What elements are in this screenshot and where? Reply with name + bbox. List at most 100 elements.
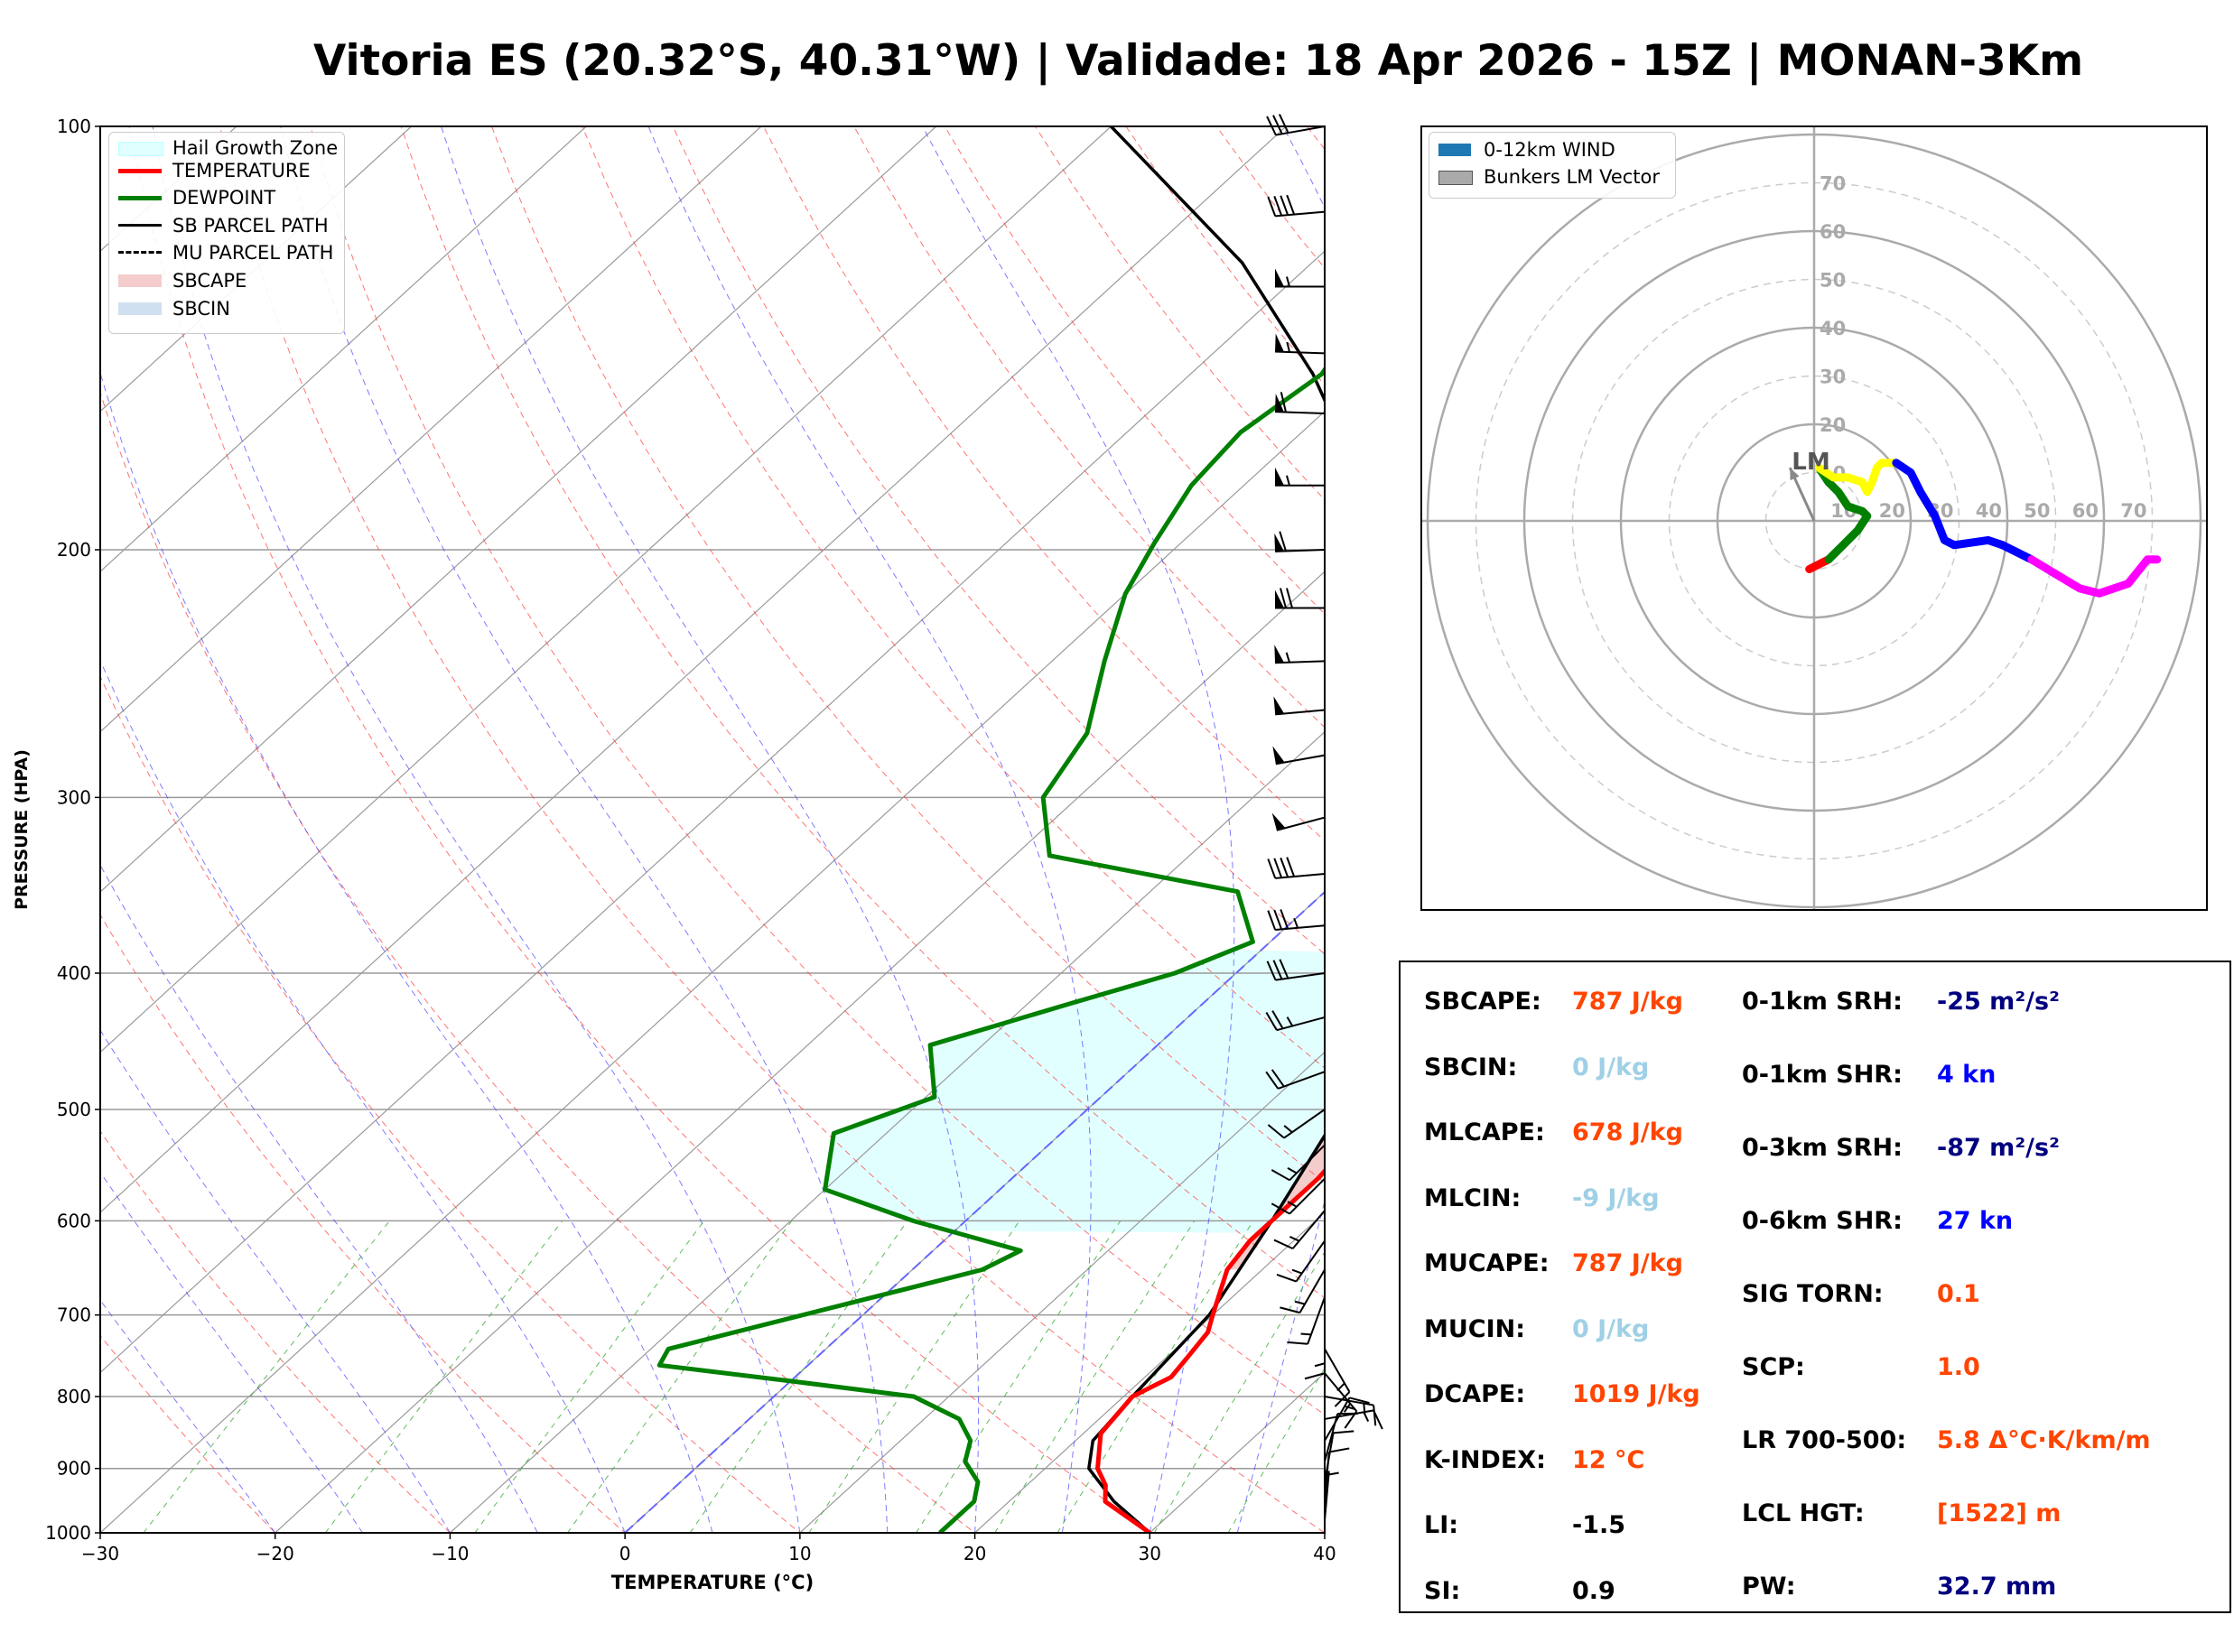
wind-barb-staff [1324,1397,1351,1442]
wind-barb-half [1291,1268,1303,1275]
wind-barb-staff [1324,1348,1351,1393]
moist-adiabat [100,864,538,1533]
wind-barb-half [1363,1411,1370,1423]
wind-barb-full [1279,531,1287,552]
wind-barb [1304,1323,1326,1380]
moist-adiabat [100,1029,451,1533]
legend-hail: Hail Growth Zone [172,137,339,159]
wind-barb-full [1278,114,1289,134]
dry-adiabat [763,126,1325,841]
y-tick-label: 100 [57,116,91,137]
wind-barb-full [1273,858,1283,878]
wind-barb-half [1294,1300,1306,1305]
dry-adiabat [400,126,1325,1299]
wind-barb-half [1289,1236,1300,1242]
wind-barb-staff [1275,972,1326,981]
x-tick-label: 20 [963,1543,986,1564]
wind-barb-staff [1275,210,1326,218]
hodograph-legend: 0-12km WIND Bunkers LM Vector [1429,132,1676,199]
legend-lm: Bunkers LM Vector [1484,166,1661,188]
legend-temperature: TEMPERATURE [172,160,311,181]
dewpoint-line [656,366,1325,1533]
isotherm [275,571,1325,1533]
wind-barb-full [1279,959,1289,979]
param-label: SBCAPE: [1424,988,1541,1016]
wind-barb-staff [1283,1109,1326,1139]
chart-title: Vitoria ES (20.32°S, 40.31°W) | Validade… [312,36,2084,86]
dry-adiabat [100,1130,451,1533]
wind-barb-staff [1275,125,1326,136]
wind-barb-full [1273,1239,1294,1250]
wind-barb [1324,1397,1370,1442]
isotherm [974,1211,1325,1533]
wind-barb-staff [1299,1269,1326,1313]
param-value: 1.0 [1937,1353,1980,1381]
mixing-ratio-line [474,1220,705,1533]
moist-adiabat [1236,126,1325,1533]
isotherm-0c [624,890,1325,1533]
skew-t-legend: Hail Growth Zone TEMPERATURE DEWPOINT SB… [108,132,345,334]
isotherm [100,126,1287,1213]
wind-barb-full [1304,1372,1326,1380]
y-tick-label: 200 [57,539,91,561]
param-label: MLCIN: [1424,1183,1522,1212]
wind-barb-staff [1324,1452,1330,1502]
x-tick-label: 0 [619,1543,631,1564]
wind-barb-staff [1324,1471,1330,1521]
wind-barb [1267,1109,1326,1139]
wind-barb-half [1287,1167,1298,1174]
param-label: PW: [1742,1573,1796,1601]
wind-barb [1274,531,1326,552]
dry-adiabat [491,126,1325,1183]
x-tick-label: −30 [81,1543,119,1564]
isotherm [100,250,1325,1374]
hail-growth-zone [824,950,1325,1233]
sb-parcel-swatch [118,224,162,227]
wind-barb-full [1267,910,1277,931]
y-axis-label: PRESSURE (HPA) [12,749,32,910]
param-value: 5.8 Δ°C·K/km/m [1937,1426,2151,1454]
param-value: 1019 J/kg [1572,1380,1700,1408]
moist-adiabat [100,371,713,1533]
moist-adiabat [441,126,980,1533]
wind-barb-half [1286,475,1290,486]
wind-barb-staff [1324,1413,1339,1462]
wind-barb-staff [1276,816,1326,831]
param-label: LCL HGT: [1742,1499,1865,1527]
mixing-ratio-line [143,1220,390,1533]
isotherm [100,126,587,572]
wind-barb [1274,645,1326,664]
lm-swatch [1438,171,1473,185]
wind-barb-full [1276,1273,1297,1283]
legend-wind: 0-12km WIND [1484,139,1615,161]
wind-barb-staff [1289,1177,1326,1215]
param-value: 787 J/kg [1572,988,1683,1016]
wind-barb [1276,1239,1326,1283]
wind-barb-full [1333,1430,1354,1434]
param-label: MUCAPE: [1424,1249,1550,1277]
param-value: 12 °C [1572,1445,1645,1474]
param-value: 4 kn [1937,1061,1997,1089]
wind-barb [1267,857,1326,879]
wind-barb-staff [1275,754,1326,766]
param-label: SBCIN: [1424,1053,1518,1081]
wind-barb [1324,1412,1359,1462]
wind-barb-flag [1275,394,1285,413]
wind-barb-full [1271,1069,1285,1088]
wind-barb [1273,696,1326,716]
param-value: 0 J/kg [1572,1314,1650,1343]
isotherm [450,730,1325,1533]
wind-barb-staff [1275,924,1326,932]
sbcape-swatch [118,274,162,287]
wind-barb-staff [1274,660,1326,664]
wind-barb-half [1286,276,1290,287]
y-tick-label: 500 [57,1099,91,1120]
legend-dewpoint: DEWPOINT [172,187,276,209]
wind-barb-flag [1274,645,1285,664]
wind-barb-full [1266,961,1277,981]
wind-barb-full [1286,588,1293,608]
param-value: -87 m²/s² [1937,1134,2060,1162]
wind-barb-half [1286,341,1290,353]
param-label: SCP: [1742,1353,1805,1381]
